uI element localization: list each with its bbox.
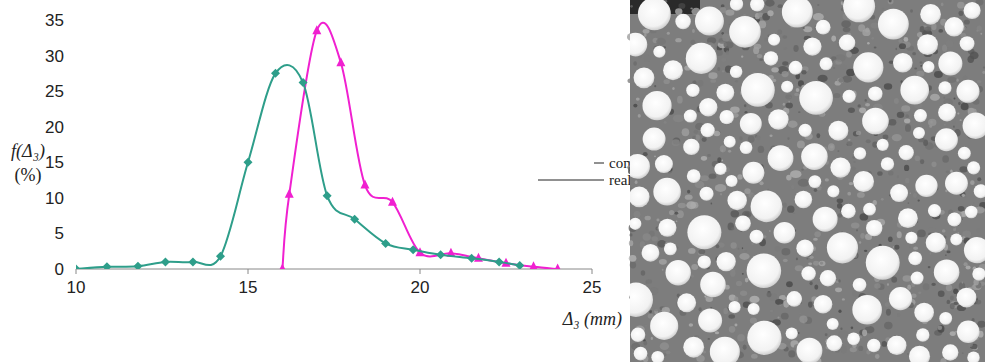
series-marker — [336, 57, 345, 66]
series-marker — [436, 250, 445, 259]
series — [278, 23, 562, 269]
series-marker — [381, 239, 390, 248]
series-marker — [278, 264, 287, 270]
canvas: 1015202505101520253035f(Δ₃)(%)Δ₃ (mm)com… — [0, 0, 985, 362]
x-tick-label: 10 — [67, 278, 86, 297]
y-tick-label: 5 — [55, 224, 64, 243]
y-tick — [71, 55, 76, 56]
series-marker — [312, 25, 321, 34]
y-tick-label: 0 — [55, 260, 64, 279]
chart-root: 1015202505101520253035f(Δ₃)(%)Δ₃ (mm)com… — [0, 0, 985, 362]
series-marker — [350, 215, 359, 224]
series-marker — [76, 265, 81, 270]
series-marker — [216, 252, 225, 261]
x-tick — [592, 269, 593, 274]
y-tick — [71, 233, 76, 234]
series-marker — [299, 78, 308, 87]
x-tick-label: 15 — [239, 278, 258, 297]
series-marker — [133, 262, 142, 269]
y-tick — [71, 20, 76, 21]
series-marker — [271, 69, 280, 78]
x-axis-label: Δ₃ (mm) — [562, 309, 622, 330]
plot-area — [76, 23, 562, 269]
series-marker — [388, 197, 397, 206]
y-tick-label: 15 — [45, 153, 64, 172]
y-tick — [71, 269, 76, 270]
x-tick — [248, 269, 249, 274]
x-tick-label: 25 — [583, 278, 602, 297]
series-marker — [102, 262, 111, 269]
y-tick-label: 35 — [45, 11, 64, 30]
series — [76, 65, 524, 269]
series-line — [76, 65, 520, 269]
y-tick — [71, 162, 76, 163]
series-line — [282, 23, 557, 269]
series-marker — [244, 158, 253, 167]
y-tick-label: 20 — [45, 118, 64, 137]
y-axis-label: (%) — [15, 165, 42, 186]
label-leader — [594, 163, 604, 164]
series-marker — [467, 254, 476, 263]
series-marker — [285, 189, 294, 198]
series-marker — [495, 257, 504, 266]
label-leader — [538, 180, 604, 181]
x-tick-label: 20 — [411, 278, 430, 297]
y-tick — [71, 91, 76, 92]
y-tick-label: 25 — [45, 82, 64, 101]
series-marker — [360, 180, 369, 189]
x-tick — [76, 269, 77, 274]
series-marker — [323, 191, 332, 200]
y-tick — [71, 197, 76, 198]
series-marker — [188, 257, 197, 266]
x-axis-line — [76, 269, 592, 270]
x-tick — [420, 269, 421, 274]
y-tick-label: 30 — [45, 47, 64, 66]
series-marker — [161, 257, 170, 266]
photo — [619, 0, 985, 362]
series-marker — [553, 264, 562, 270]
series-marker — [409, 245, 418, 254]
y-tick-label: 10 — [45, 189, 64, 208]
y-tick — [71, 126, 76, 127]
series-marker — [515, 261, 524, 269]
y-axis-label: f(Δ₃) — [11, 141, 45, 162]
series-marker — [529, 261, 538, 269]
